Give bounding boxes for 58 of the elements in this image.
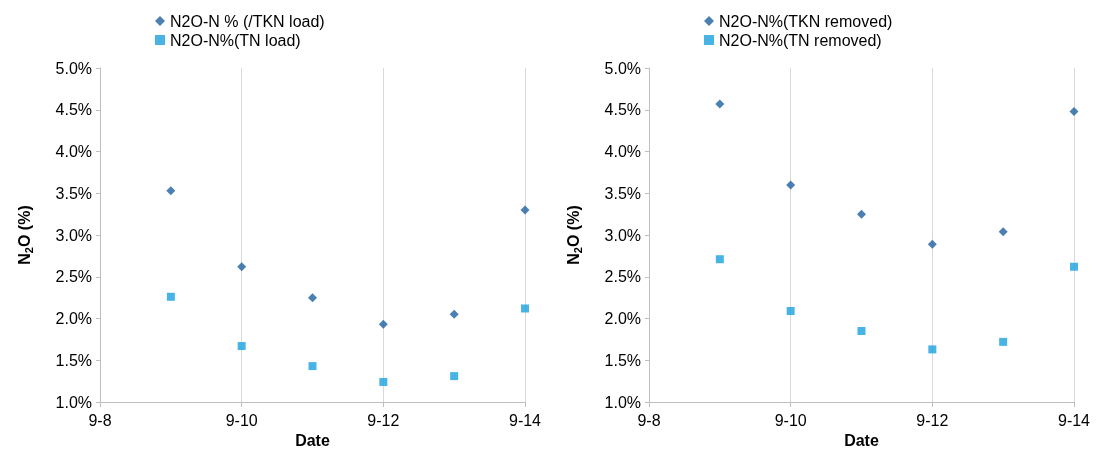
legend-label: N2O-N%(TN load) [170,31,301,49]
point [449,309,459,319]
x-tick-label: 9-12 [367,411,400,429]
y-tick-label: 3.5% [604,184,641,202]
y-tick-label: 3.5% [55,184,92,202]
y-tick-label: 1.0% [604,393,641,411]
point [715,255,724,264]
point [1069,106,1079,116]
y-tick-label: 2.0% [604,310,641,327]
point [857,327,866,336]
point [928,345,937,354]
y-tick-label: 2.5% [604,268,641,286]
x-tick-label: 9-8 [637,411,661,429]
y-tick-label: 3.0% [55,226,92,244]
y-tick-label: 4.0% [604,143,641,160]
x-axis-title: Date [844,432,879,450]
point [857,209,866,219]
point [927,239,937,249]
point [450,372,459,381]
y-axis-title: N2O (%) [16,205,35,265]
point [998,227,1008,237]
x-axis-title: Date [295,432,330,450]
point [166,186,176,196]
point [378,319,388,329]
y-tick-label: 2.5% [55,268,92,286]
point [237,262,247,272]
y-tick-label: 4.0% [55,143,92,160]
y-tick-label: 1.0% [55,393,92,411]
legend-label: N2O-N % (/TKN load) [170,12,325,30]
x-tick-label: 9-12 [916,411,949,429]
point [308,293,317,303]
point [786,306,795,315]
point [715,99,725,109]
point [786,180,796,190]
x-tick-label: 9-10 [225,411,258,429]
x-tick-label: 9-14 [508,411,542,429]
point [237,342,246,351]
x-tick-label: 9-10 [774,411,807,429]
point [520,205,530,215]
y-tick-label: 4.5% [55,101,92,119]
x-tick-label: 9-14 [1057,411,1091,429]
point [166,292,175,301]
y-tick-label: 5.0% [604,59,641,77]
y-tick-label: 4.5% [604,101,641,119]
point [1070,262,1078,271]
legend-label: N2O-N%(TN removed) [719,31,882,49]
y-axis-title: N2O (%) [565,205,584,265]
point [999,337,1008,346]
y-tick-label: 2.0% [55,310,92,327]
y-tick-label: 5.0% [55,59,92,77]
point [379,377,388,386]
point [308,362,317,371]
y-tick-label: 1.5% [55,351,92,369]
x-tick-label: 9-8 [88,411,112,429]
y-tick-label: 1.5% [604,351,641,369]
point [521,304,529,313]
legend-label: N2O-N%(TKN removed) [719,12,893,30]
y-tick-label: 3.0% [604,226,641,244]
